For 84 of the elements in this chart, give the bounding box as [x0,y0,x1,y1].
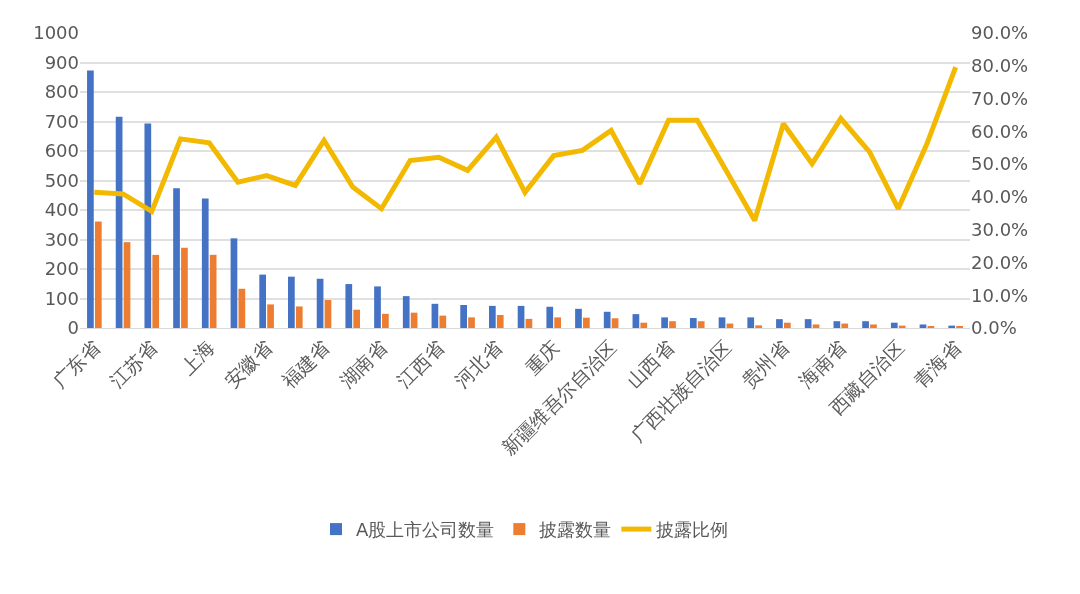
y2-tick-label: 90.0% [971,22,1029,44]
bar [295,306,303,328]
bar [697,321,705,328]
bar [152,254,160,328]
bar [488,305,496,328]
legend-label: 披露数量 [539,519,612,541]
bar [382,313,389,328]
bar [890,322,898,328]
bar [468,317,475,328]
bar [546,306,554,328]
y-tick-label: 0 [67,317,79,339]
bar [669,321,676,328]
y-tick-label: 400 [44,199,79,221]
y2-tick-label: 50.0% [971,153,1029,175]
bar [173,188,180,328]
bar [812,324,820,328]
x-tick-label: 湖南省 [335,336,391,393]
bar [640,322,648,328]
bar [267,304,274,328]
bar [783,322,791,328]
bar [755,325,762,328]
y2-tick-label: 80.0% [971,55,1029,77]
y-tick-label: 900 [44,51,79,73]
y2-tick-label: 70.0% [971,87,1029,109]
bar [144,123,152,328]
bar [181,247,188,328]
bar [862,321,869,328]
bar [554,317,562,328]
y-tick-label: 300 [44,228,79,250]
y-tick-label: 100 [44,287,79,309]
bar [776,319,783,328]
y2-tick-label: 30.0% [971,218,1029,240]
y-tick-label: 200 [44,258,79,280]
bar [575,308,582,328]
bar [841,323,849,328]
legend-label: 披露比例 [656,519,729,541]
bar [611,318,619,328]
bar [123,242,131,328]
bar [496,315,504,328]
x-tick-label: 贵州省 [737,336,793,393]
y2-tick-label: 10.0% [971,284,1029,306]
bar [804,319,812,328]
bar [833,321,841,328]
bar [94,221,102,328]
bar [689,317,697,328]
bar [209,254,217,328]
bar [345,284,353,328]
x-tick-label: 重庆 [520,336,564,379]
bar [87,70,94,328]
x-tick-label: 广东省 [48,336,104,393]
bar [201,198,209,328]
legend-label: A股上市公司数量 [356,519,495,541]
bar [353,309,361,328]
bar [632,314,640,328]
y2-tick-label: 60.0% [971,120,1029,142]
bar [460,304,467,328]
y-tick-label: 800 [44,81,79,103]
bar [747,317,755,328]
x-tick-label: 福建省 [277,336,334,393]
y-tick-label: 1000 [33,22,79,44]
bar [288,276,295,328]
bar [661,317,668,328]
bar [919,324,927,328]
bar [603,311,611,328]
bar [402,296,410,328]
bar [439,315,447,328]
bar [583,317,590,328]
x-tick-label: 安徽省 [220,336,277,393]
y-tick-label: 600 [44,140,79,162]
x-tick-label: 江西省 [392,336,449,393]
bar [718,317,726,328]
y2-tick-label: 0.0% [971,317,1017,339]
y-tick-label: 500 [44,169,79,191]
bar [230,238,238,328]
x-tick-label: 河北省 [449,336,506,393]
y-tick-label: 700 [44,110,79,132]
x-tick-label: 上海 [176,336,219,379]
y2-tick-label: 40.0% [971,186,1029,208]
bar [870,324,877,328]
x-tick-label: 青海省 [909,336,966,393]
y2-tick-label: 20.0% [971,251,1029,273]
bar [374,286,381,328]
bar [259,274,267,328]
x-tick-label: 江苏省 [105,336,162,393]
